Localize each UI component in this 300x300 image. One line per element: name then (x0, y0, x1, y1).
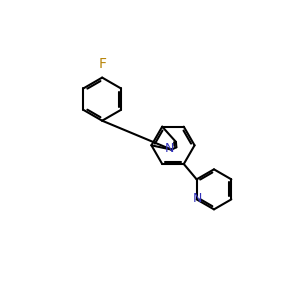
Text: N: N (193, 192, 202, 205)
Text: N: N (165, 142, 175, 155)
Text: F: F (98, 57, 106, 70)
